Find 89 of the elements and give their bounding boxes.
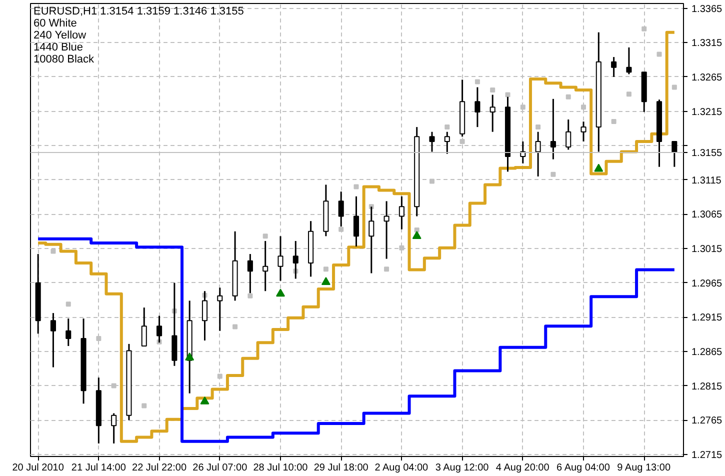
- x-tick-label: 22 Jul 22:00: [132, 462, 187, 474]
- y-tick-label: 1.3015: [692, 244, 723, 256]
- y-tick-label: 1.3115: [692, 175, 722, 186]
- candlestick: [398, 196, 404, 230]
- point: [429, 178, 434, 184]
- x-tick-label: 9 Aug 13:00: [617, 462, 671, 474]
- point: [384, 266, 390, 272]
- point: [185, 352, 194, 360]
- point: [142, 403, 147, 408]
- point: [536, 124, 541, 130]
- candlestick: [368, 206, 374, 274]
- chart-title: EURUSD,H1 1.3154 1.3159 1.3146 1.3155: [34, 6, 244, 18]
- x-tick-label: 20 Jul 2010: [12, 462, 64, 474]
- point: [321, 277, 330, 285]
- point: [232, 324, 238, 330]
- point: [111, 383, 116, 388]
- candlestick: [611, 56, 617, 78]
- x-tick-label: 2 Aug 04:00: [374, 462, 429, 474]
- y-tick-label: 1.2965: [692, 278, 723, 290]
- point: [550, 172, 556, 177]
- point: [66, 302, 71, 307]
- point: [594, 164, 604, 172]
- candlestick: [353, 196, 360, 248]
- point: [217, 374, 222, 379]
- candlestick: [672, 140, 678, 168]
- x-tick-label: 29 Jul 18:00: [314, 462, 369, 474]
- point: [399, 245, 404, 250]
- candlestick: [429, 131, 435, 153]
- candlestick: [141, 306, 147, 347]
- point: [354, 184, 359, 190]
- point: [474, 79, 480, 84]
- candlestick: [50, 312, 56, 368]
- y-tick-label: 1.3265: [692, 72, 723, 84]
- candlestick: [262, 240, 268, 292]
- y-tick-label: 1.3065: [692, 210, 723, 221]
- candlestick: [217, 286, 223, 332]
- point: [50, 248, 56, 254]
- y-tick-label: 1.3215: [692, 106, 723, 118]
- point: [460, 138, 465, 144]
- annotation: 240 Yellow: [34, 30, 86, 42]
- x-tick-label: 26 Jul 07:00: [192, 462, 248, 474]
- point: [248, 293, 253, 298]
- candlestick: [550, 98, 556, 160]
- annotation: 1440 Blue: [34, 42, 84, 54]
- x-tick-label: 21 Jul 14:00: [71, 462, 126, 474]
- y-tick-label: 1.2815: [692, 381, 723, 392]
- point: [626, 92, 632, 97]
- candlestick: [474, 86, 480, 128]
- x-tick-label: 28 Jul 10:00: [253, 462, 308, 474]
- point: [672, 84, 677, 90]
- y-tick-label: 1.2865: [692, 346, 723, 358]
- point: [96, 336, 102, 341]
- y-tick-label: 1.2765: [692, 416, 723, 427]
- candlestick: [278, 235, 284, 282]
- point: [338, 226, 344, 232]
- point: [276, 288, 285, 297]
- point: [412, 231, 422, 239]
- candlestick: [111, 412, 117, 444]
- point: [642, 26, 647, 32]
- point: [611, 119, 616, 124]
- point: [200, 396, 210, 404]
- point: [490, 87, 496, 92]
- point: [444, 124, 450, 130]
- x-tick-label: 6 Aug 04:00: [556, 462, 610, 474]
- point: [520, 104, 526, 110]
- candlestick: [384, 200, 390, 260]
- annotation: 10080 Black: [34, 54, 95, 66]
- candlestick: [580, 120, 586, 142]
- x-tick-label: 4 Aug 20:00: [496, 462, 550, 474]
- y-tick-label: 1.3365: [692, 4, 723, 15]
- y-tick-label: 1.3315: [692, 38, 723, 50]
- candlestick: [626, 46, 632, 75]
- annotation: 60 White: [34, 18, 77, 30]
- point: [581, 104, 586, 110]
- point: [414, 228, 420, 232]
- point: [656, 52, 662, 57]
- candlestick: [66, 318, 72, 347]
- candlestick: [490, 94, 496, 133]
- candlestick: [535, 131, 541, 178]
- point: [505, 92, 510, 98]
- point: [323, 266, 328, 272]
- point: [262, 234, 268, 239]
- ref-line-label: 1.3155: [692, 148, 723, 159]
- y-tick-label: 1.2715: [692, 450, 723, 461]
- point: [566, 94, 571, 100]
- x-tick-label: 3 Aug 12:00: [435, 462, 490, 474]
- candlestick: [444, 131, 450, 155]
- candlestick: [566, 118, 572, 150]
- y-tick-label: 1.2915: [692, 312, 723, 324]
